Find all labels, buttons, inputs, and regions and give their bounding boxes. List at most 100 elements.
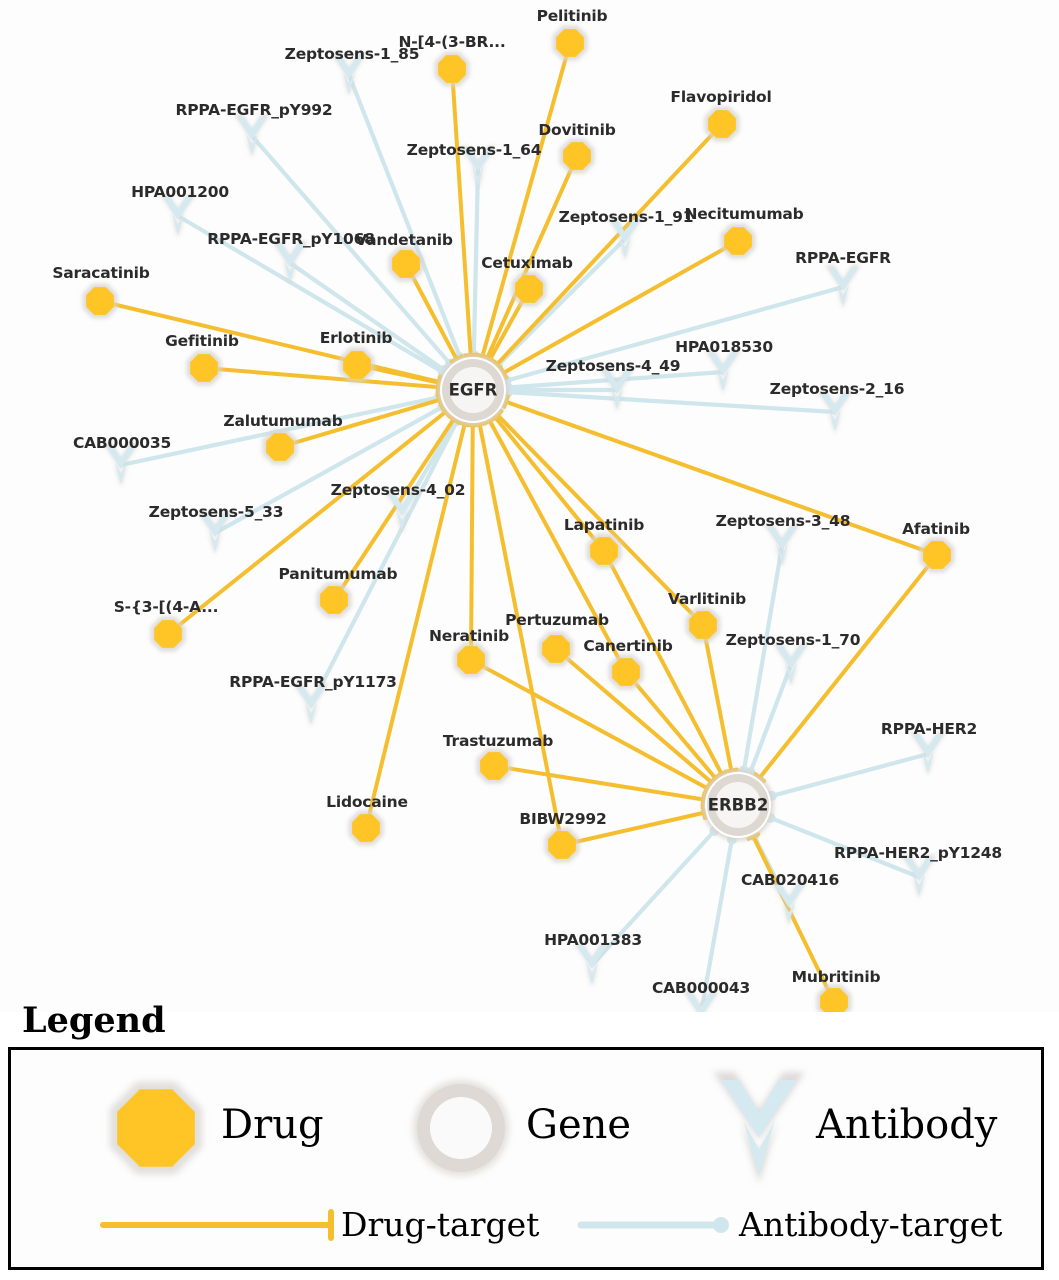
antibody-glyph [904, 858, 934, 896]
drug-node[interactable] [476, 748, 512, 784]
antibody-node[interactable] [771, 882, 807, 926]
antibody-node[interactable] [705, 350, 741, 394]
antibody-node[interactable] [683, 991, 719, 1012]
drug-target-edge [450, 67, 473, 358]
gene-node[interactable] [437, 354, 509, 426]
antibody-glyph [686, 994, 716, 1012]
antibody-node[interactable] [293, 683, 329, 727]
drug-target-edge [624, 670, 718, 781]
antibody-target-edge [471, 165, 481, 358]
antibody-node[interactable] [460, 146, 496, 190]
drug-target-edge [477, 422, 564, 847]
drug-target-edge [757, 553, 939, 780]
drug-node[interactable] [538, 631, 574, 667]
antibody-node[interactable] [234, 114, 270, 158]
drug-node[interactable] [586, 533, 622, 569]
drug-node[interactable] [559, 138, 595, 174]
drug-node[interactable] [552, 25, 588, 61]
drug-glyph [590, 537, 618, 565]
drug-node[interactable] [339, 347, 375, 383]
drug-node[interactable] [388, 246, 424, 282]
antibody-node[interactable] [574, 943, 610, 987]
gene-node[interactable] [702, 769, 774, 841]
antibody-node[interactable] [103, 443, 139, 487]
antibody-target-edge [589, 828, 717, 968]
drug-node[interactable] [348, 810, 384, 846]
drug-glyph [612, 658, 640, 686]
drug-glyph [542, 635, 570, 663]
drug-target-edge [554, 647, 714, 785]
gene-inner [450, 367, 496, 413]
drug-node[interactable] [186, 350, 222, 386]
antibody-target-edge [505, 369, 726, 390]
drug-node[interactable] [82, 283, 118, 319]
drug-target-edge [364, 422, 467, 830]
legend-svg [100, 1072, 805, 1241]
drug-node[interactable] [453, 642, 489, 678]
antibody-target-edge [287, 260, 447, 373]
antibody-target-edge [768, 815, 922, 880]
drug-target-edge [469, 422, 475, 662]
antibody-glyph [610, 220, 640, 258]
antibody-node[interactable] [331, 53, 367, 97]
antibody-target-edge [495, 236, 628, 368]
drug-glyph [266, 433, 294, 461]
drug-node[interactable] [150, 616, 186, 652]
antibody-glyph [820, 393, 850, 431]
antibody-glyph [387, 493, 417, 531]
drug-glyph [343, 351, 371, 379]
nodes-layer [82, 25, 955, 1012]
antibody-target-edge [748, 662, 794, 775]
drug-node[interactable] [704, 106, 740, 142]
antibody-glyph [602, 371, 632, 409]
drug-target-edge [493, 415, 606, 553]
drug-node[interactable] [511, 271, 547, 307]
drug-node[interactable] [262, 429, 298, 465]
antibody-node[interactable] [901, 855, 937, 899]
antibody-glyph [708, 353, 738, 391]
legend-label-drug-target: Drug-target [341, 1205, 540, 1244]
drug-glyph [480, 752, 508, 780]
drug-node[interactable] [816, 984, 852, 1012]
antibody-glyph [106, 446, 136, 484]
drug-target-edge [751, 834, 836, 1004]
drug-node[interactable] [685, 607, 721, 643]
antibody-node[interactable] [910, 732, 946, 776]
drug-node[interactable] [434, 51, 470, 87]
antibody-node[interactable] [599, 368, 635, 412]
antibody-node[interactable] [384, 490, 420, 534]
antibody-glyph [463, 149, 493, 187]
antibody-glyph [163, 197, 193, 235]
drug-node[interactable] [720, 223, 756, 259]
antibody-node[interactable] [773, 643, 809, 687]
drug-node[interactable] [316, 582, 352, 618]
drug-glyph [457, 646, 485, 674]
drug-glyph [190, 354, 218, 382]
drug-target-edge [501, 239, 740, 375]
antibody-glyph [767, 527, 797, 565]
antibody-glyph [828, 268, 858, 306]
antibody-node[interactable] [160, 194, 196, 238]
drug-glyph [154, 620, 182, 648]
antibody-glyph [913, 735, 943, 773]
antibody-node[interactable] [817, 390, 853, 434]
drug-glyph [708, 110, 736, 138]
antibody-node[interactable] [197, 511, 233, 555]
antibody-target-edge [504, 284, 846, 383]
antibody-node[interactable] [825, 265, 861, 309]
antibody-glyph [237, 117, 267, 155]
antibody-target-edge [699, 837, 734, 1012]
drug-node[interactable] [608, 654, 644, 690]
antibody-target-edge [769, 751, 931, 799]
drug-node[interactable] [544, 827, 580, 863]
legend-antibody-target-cap [713, 1217, 729, 1233]
antibody-node[interactable] [272, 241, 308, 285]
drug-target-edge [202, 366, 441, 390]
drug-node[interactable] [919, 537, 955, 573]
legend-label-drug: Drug [221, 1102, 324, 1148]
network-graph-canvas: Zeptosens-1_85 RPPA-EGFR_pY992 Zeptosens-1… [52, 7, 1003, 1012]
antibody-node[interactable] [764, 524, 800, 568]
antibody-node[interactable] [607, 217, 643, 261]
drug-target-edge [503, 399, 939, 557]
antibody-target-edge [505, 390, 838, 415]
